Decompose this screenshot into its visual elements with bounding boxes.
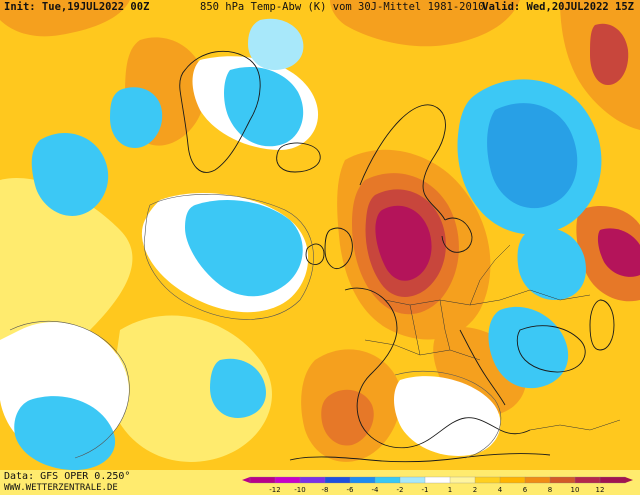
legend-tick-label: -10	[294, 486, 305, 494]
border-line-5	[499, 289, 591, 301]
legend-color-swatch	[449, 476, 476, 484]
contour-1	[143, 194, 314, 320]
continental-europe-coast	[344, 287, 531, 449]
legend-color-swatch	[249, 476, 276, 484]
scandinavia-coast	[359, 104, 446, 221]
legend-color-swatch	[424, 476, 451, 484]
cold-area-atlantic	[185, 200, 303, 297]
border-line-2	[409, 304, 421, 356]
legend-tick-label: 4	[498, 486, 503, 494]
contour-2	[394, 370, 502, 459]
coastlines	[179, 50, 615, 463]
black-sea-coast	[516, 325, 586, 373]
legend-tick-label: 2	[473, 486, 477, 494]
neutral-area-mediterranean	[394, 376, 501, 456]
cold-area-greenland	[110, 87, 163, 148]
legend-tick-label: -12	[269, 486, 280, 494]
africa-coast	[289, 453, 551, 463]
greenland-coast	[179, 50, 261, 173]
legend-color-swatch	[324, 476, 351, 484]
legend-arrow-left	[242, 477, 250, 483]
warm-area-iberia-core	[321, 389, 374, 446]
warm-area-north-scandinavia	[330, 0, 520, 47]
legend-color-swatch	[374, 476, 401, 484]
legend-color-swatch	[599, 476, 626, 484]
warm-area-west	[0, 178, 133, 373]
legend-tick-label: 1	[448, 486, 452, 494]
zero-anomaly-contours	[9, 194, 502, 459]
legend-color-swatch	[499, 476, 526, 484]
british-isles-coast	[324, 227, 353, 270]
legend-tick-label: -4	[372, 486, 380, 494]
cold-area-russia-core	[487, 103, 578, 209]
iceland-coast	[276, 142, 321, 173]
data-source-label: Data: GFS OPER 0.250°	[4, 471, 131, 482]
warm-area-northeast-hot	[590, 23, 629, 85]
border-line-6	[364, 339, 481, 361]
valid-time-label: Valid: Wed,20JUL2022 15Z	[482, 1, 634, 13]
legend-tick-label: -1	[422, 486, 429, 494]
legend-color-swatch	[299, 476, 326, 484]
legend-arrow-right	[625, 477, 633, 483]
warm-area-southwest	[110, 315, 272, 462]
warm-area-central-europe-extreme	[375, 205, 432, 281]
legend-color-swatch	[474, 476, 501, 484]
color-scale-legend: -12 -10 -8 -6 -4 -2 -1 1 2 4 6 8 10 12	[242, 476, 633, 494]
ireland-coast	[305, 243, 325, 265]
legend-tick-label: 6	[523, 486, 528, 494]
country-borders	[364, 244, 621, 431]
contour-3	[9, 320, 130, 459]
cold-area-svalbard	[248, 18, 304, 70]
border-line-7	[529, 419, 621, 431]
cold-area-southeast	[488, 306, 569, 389]
legend-tick-label: -6	[347, 486, 355, 494]
cold-area-arctic	[224, 66, 304, 147]
border-line-4	[469, 244, 511, 306]
italy-coast	[459, 329, 506, 406]
warm-area-east-hot	[597, 228, 640, 277]
map-title: 850 hPa Temp-Abw (K) vom 30J-Mittel 1981…	[200, 1, 485, 13]
init-time-label: Init: Tue,19JUL2022 00Z	[4, 1, 150, 13]
caspian-coast	[589, 299, 615, 351]
cold-area-north-africa	[210, 358, 266, 418]
warm-area-top-left	[0, 0, 130, 37]
legend-color-swatch	[524, 476, 551, 484]
legend-tick-label: 12	[596, 486, 605, 494]
legend-tick-label: -2	[397, 486, 404, 494]
website-label: WWW.WETTERZENTRALE.DE	[4, 483, 118, 493]
legend-color-swatch	[574, 476, 601, 484]
legend-tick-label: 8	[548, 486, 552, 494]
legend-color-swatch	[349, 476, 376, 484]
warm-anomaly-areas	[0, 0, 640, 470]
legend-color-swatch	[549, 476, 576, 484]
cold-area-east-europe	[517, 227, 586, 300]
cold-anomaly-areas	[14, 18, 602, 470]
baltic-coast	[441, 217, 473, 253]
legend-tick-label: -8	[322, 486, 329, 494]
cold-area-west	[31, 132, 109, 216]
border-line-3	[439, 299, 451, 351]
legend-color-swatch	[274, 476, 301, 484]
legend-color-swatch	[399, 476, 426, 484]
legend-tick-label: 10	[571, 486, 580, 494]
